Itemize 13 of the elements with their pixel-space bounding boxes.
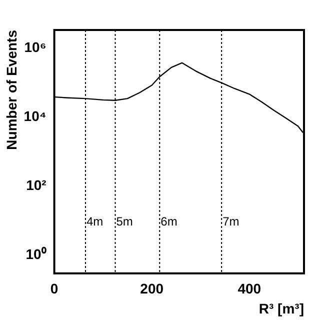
x-tick-label: 0: [50, 280, 58, 297]
ref-line-label: 5m: [116, 214, 133, 229]
y-tick-label: 10⁰: [26, 246, 46, 262]
x-tick-label: 400: [238, 280, 262, 297]
y-tick-label: 10⁴: [24, 108, 46, 124]
y-axis-title: Number of Events: [3, 30, 20, 150]
x-tick-label: 200: [140, 280, 164, 297]
y-tick-label: 10²: [26, 177, 47, 194]
x-axis-title: R³ [m³]: [258, 300, 304, 316]
ref-line-label: 6m: [160, 214, 178, 229]
ref-line-label: 4m: [86, 214, 104, 229]
ref-line-label: 7m: [222, 214, 240, 229]
y-tick-label: 10⁶: [24, 39, 46, 56]
